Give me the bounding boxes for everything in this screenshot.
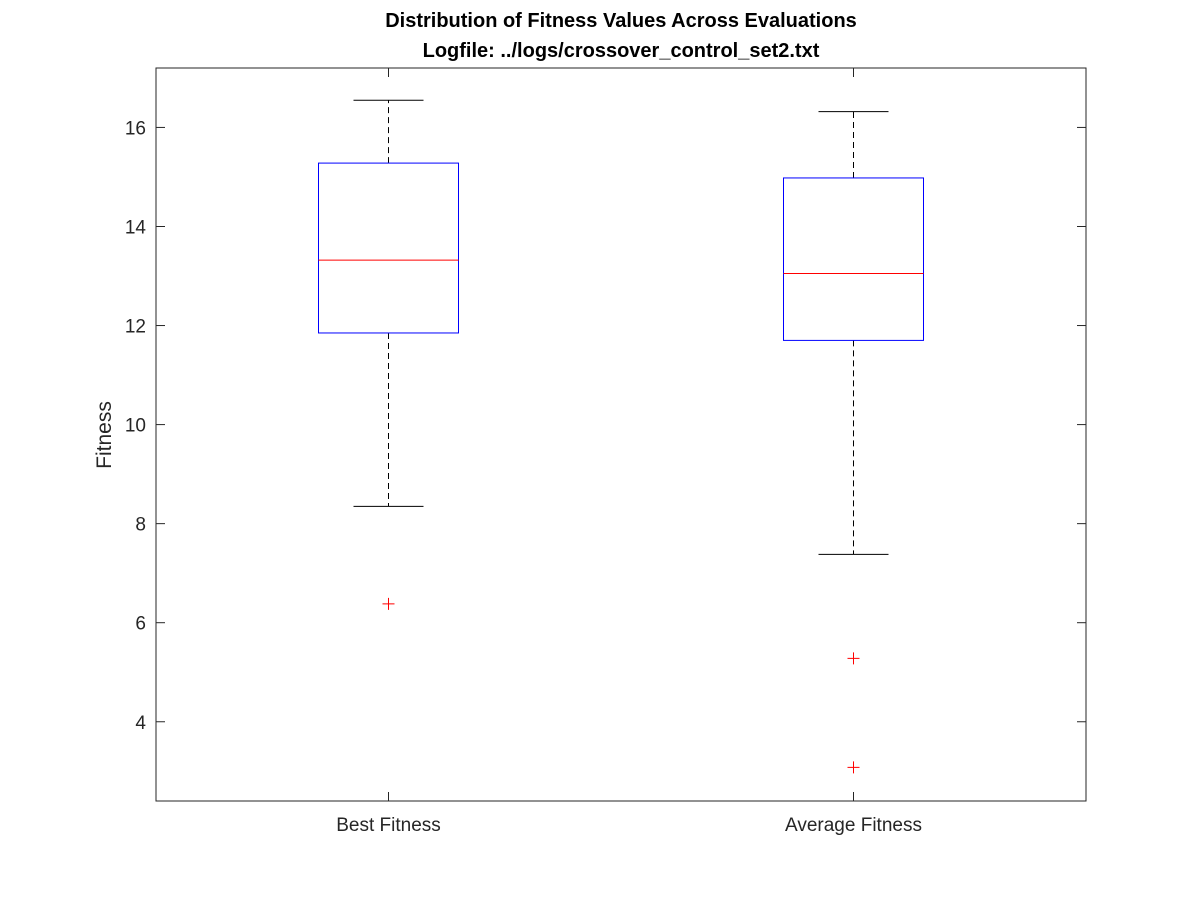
- x-tick-label: Best Fitness: [336, 815, 441, 836]
- y-tick-label: 12: [125, 317, 146, 338]
- iqr-box: [783, 177, 924, 341]
- y-tick-label: 10: [125, 416, 146, 437]
- y-axis-label: Fitness: [93, 401, 116, 469]
- outlier-marker: [847, 652, 860, 665]
- plot-area: [156, 68, 1086, 801]
- y-tick-label: 6: [135, 614, 146, 635]
- y-tick-label: 16: [125, 118, 146, 139]
- iqr-box: [318, 162, 459, 334]
- chart-title-line-1: Distribution of Fitness Values Across Ev…: [385, 10, 857, 32]
- chart-title-line-2: Logfile: ../logs/crossover_control_set2.…: [423, 40, 820, 62]
- y-tick-label: 8: [135, 515, 146, 536]
- y-tick-label: 14: [125, 217, 147, 238]
- outlier-marker: [382, 597, 395, 610]
- x-tick-label: Average Fitness: [785, 815, 922, 836]
- outlier-marker: [847, 761, 860, 774]
- plot-frame: [155, 67, 1087, 802]
- chart-marks: 4 6 8 10 12 14 16 Best Fitness Average Fitness: [125, 68, 1086, 836]
- y-tick-label: 4: [135, 713, 146, 734]
